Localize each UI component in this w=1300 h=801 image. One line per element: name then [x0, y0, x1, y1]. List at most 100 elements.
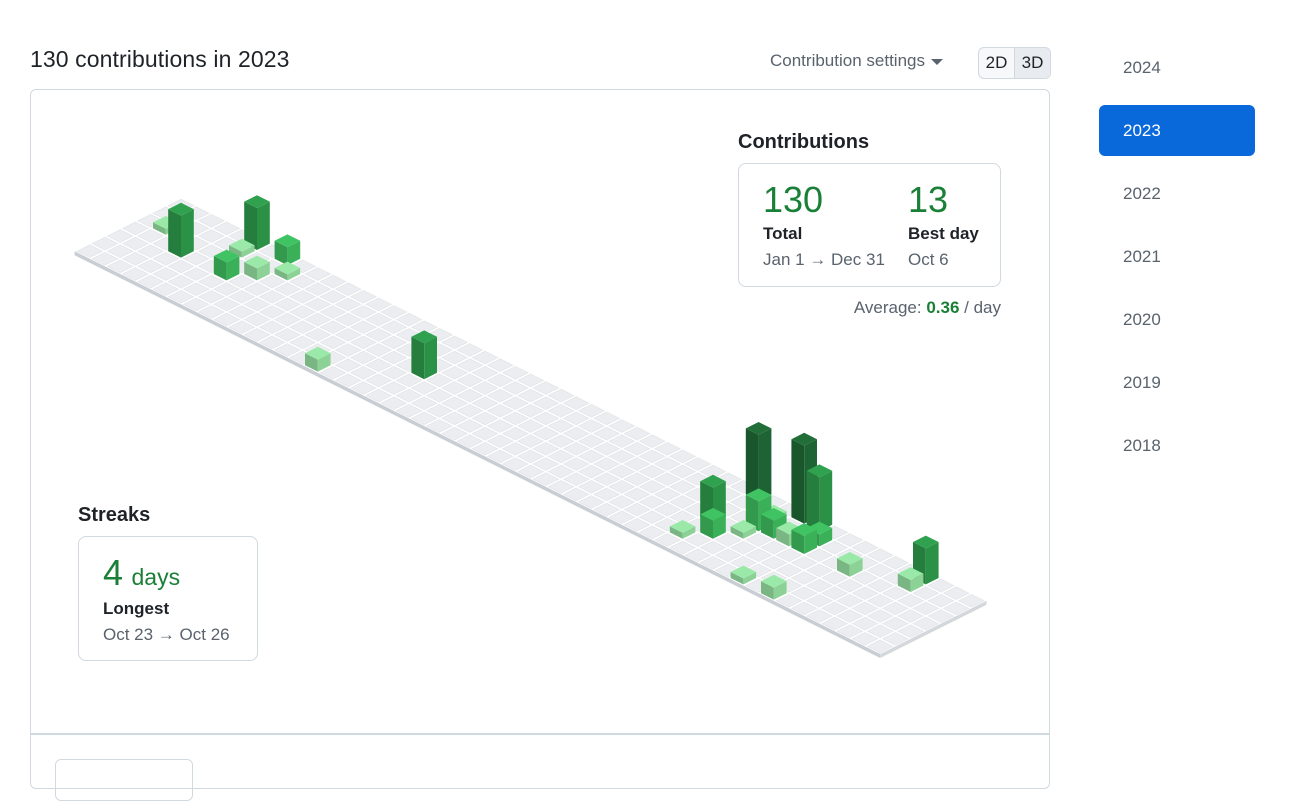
contribution-bar-top	[229, 238, 255, 252]
empty-day-cell	[821, 616, 849, 631]
year-link-2024[interactable]: 2024	[1123, 57, 1161, 77]
empty-day-cell	[577, 480, 605, 494]
empty-day-cell	[836, 594, 864, 608]
empty-day-cell	[334, 358, 362, 372]
year-link-2023[interactable]: 2023	[1099, 105, 1255, 156]
empty-day-cell	[562, 487, 590, 502]
empty-day-cell	[365, 388, 393, 403]
contribution-bar-top	[761, 508, 787, 521]
empty-day-cell	[471, 396, 499, 410]
contribution-bar-left	[213, 256, 227, 281]
best-day-label: Best day	[908, 224, 979, 243]
contribution-bar-top	[761, 574, 787, 588]
empty-day-cell	[729, 540, 757, 555]
contribution-settings-dropdown[interactable]: Contribution settings	[770, 51, 943, 71]
empty-day-cell	[258, 320, 286, 334]
empty-day-cell	[380, 366, 408, 380]
empty-day-cell	[425, 388, 453, 403]
empty-day-cell	[304, 312, 332, 327]
empty-day-cell	[623, 502, 651, 517]
empty-day-cell	[471, 350, 499, 365]
empty-day-cell	[562, 442, 590, 456]
empty-day-cell	[593, 426, 621, 441]
empty-day-cell	[349, 381, 377, 395]
contribution-bar-right	[424, 336, 437, 380]
empty-day-cell	[912, 586, 940, 600]
empty-day-cell	[471, 426, 499, 441]
empty-day-cell	[638, 480, 666, 494]
contribution-bar-top	[305, 346, 331, 360]
empty-day-cell	[866, 594, 894, 608]
empty-day-cell	[319, 290, 347, 304]
empty-day-cell	[410, 381, 438, 395]
empty-day-cell	[273, 297, 301, 312]
empty-day-cell	[836, 609, 864, 623]
empty-day-cell	[608, 510, 636, 524]
empty-day-cell	[517, 449, 545, 464]
empty-day-cell	[349, 290, 377, 304]
empty-day-cell	[821, 540, 849, 555]
empty-day-cell	[380, 396, 408, 410]
empty-day-cell	[365, 358, 393, 372]
empty-day-cell	[653, 442, 681, 456]
empty-day-cell	[486, 358, 514, 372]
year-link-2018[interactable]: 2018	[1123, 435, 1161, 455]
empty-day-cell	[532, 396, 560, 410]
year-link-2021[interactable]: 2021	[1123, 246, 1161, 266]
contribution-bar-left	[153, 222, 166, 235]
contribution-bar-left	[761, 514, 774, 539]
empty-day-cell	[897, 609, 925, 623]
view-2d-button[interactable]: 2D	[985, 53, 1008, 72]
contribution-bar-right	[743, 572, 757, 585]
view-3d-button[interactable]: 3D	[1014, 48, 1050, 78]
empty-day-cell	[653, 472, 681, 486]
empty-day-cell	[380, 335, 408, 350]
empty-day-cell	[167, 259, 195, 274]
empty-day-cell	[881, 556, 909, 570]
empty-day-cell	[577, 419, 605, 433]
empty-day-cell	[790, 571, 818, 585]
empty-day-cell	[532, 472, 560, 486]
empty-day-cell	[182, 267, 210, 281]
contribution-bar-left	[791, 439, 805, 524]
contribution-bar-top	[837, 552, 863, 565]
empty-day-cell	[349, 305, 377, 319]
empty-day-cell	[714, 533, 742, 547]
empty-day-cell	[608, 464, 636, 479]
contribution-bar-left	[244, 262, 257, 281]
empty-day-cell	[805, 563, 833, 578]
year-link-2020[interactable]: 2020	[1123, 309, 1161, 329]
empty-day-cell	[805, 578, 833, 593]
empty-day-cell	[638, 434, 666, 448]
empty-day-cell	[182, 282, 210, 296]
average-suffix: / day	[964, 298, 1001, 317]
contribution-bar-left	[897, 573, 911, 592]
contribution-graph-card	[30, 89, 1050, 801]
empty-day-cell	[334, 328, 362, 342]
empty-day-cell	[486, 388, 514, 403]
longest-streak-unit: days	[131, 564, 181, 590]
empty-day-cell	[866, 578, 894, 593]
empty-day-cell	[501, 366, 529, 380]
empty-day-cell	[243, 312, 271, 327]
empty-day-cell	[653, 533, 681, 547]
empty-day-cell	[684, 533, 712, 547]
empty-day-cell	[608, 449, 636, 464]
empty-day-cell	[425, 404, 453, 418]
contribution-bar-left	[776, 528, 789, 547]
contribution-bar-right	[287, 268, 301, 281]
contribution-bar-top	[897, 567, 924, 580]
isometric-contribution-graph	[74, 195, 987, 658]
empty-day-cell	[501, 442, 529, 456]
empty-day-cell	[638, 510, 666, 524]
contribution-bar-right	[743, 526, 757, 539]
empty-day-cell	[258, 274, 286, 289]
empty-day-cell	[182, 252, 210, 266]
year-link-2019[interactable]: 2019	[1123, 372, 1161, 392]
empty-day-cell	[517, 404, 545, 418]
activity-button[interactable]	[55, 759, 193, 801]
empty-day-cell	[699, 556, 727, 570]
empty-day-cell	[410, 411, 438, 426]
contribution-bar-right	[241, 245, 255, 258]
year-link-2022[interactable]: 2022	[1123, 183, 1161, 203]
